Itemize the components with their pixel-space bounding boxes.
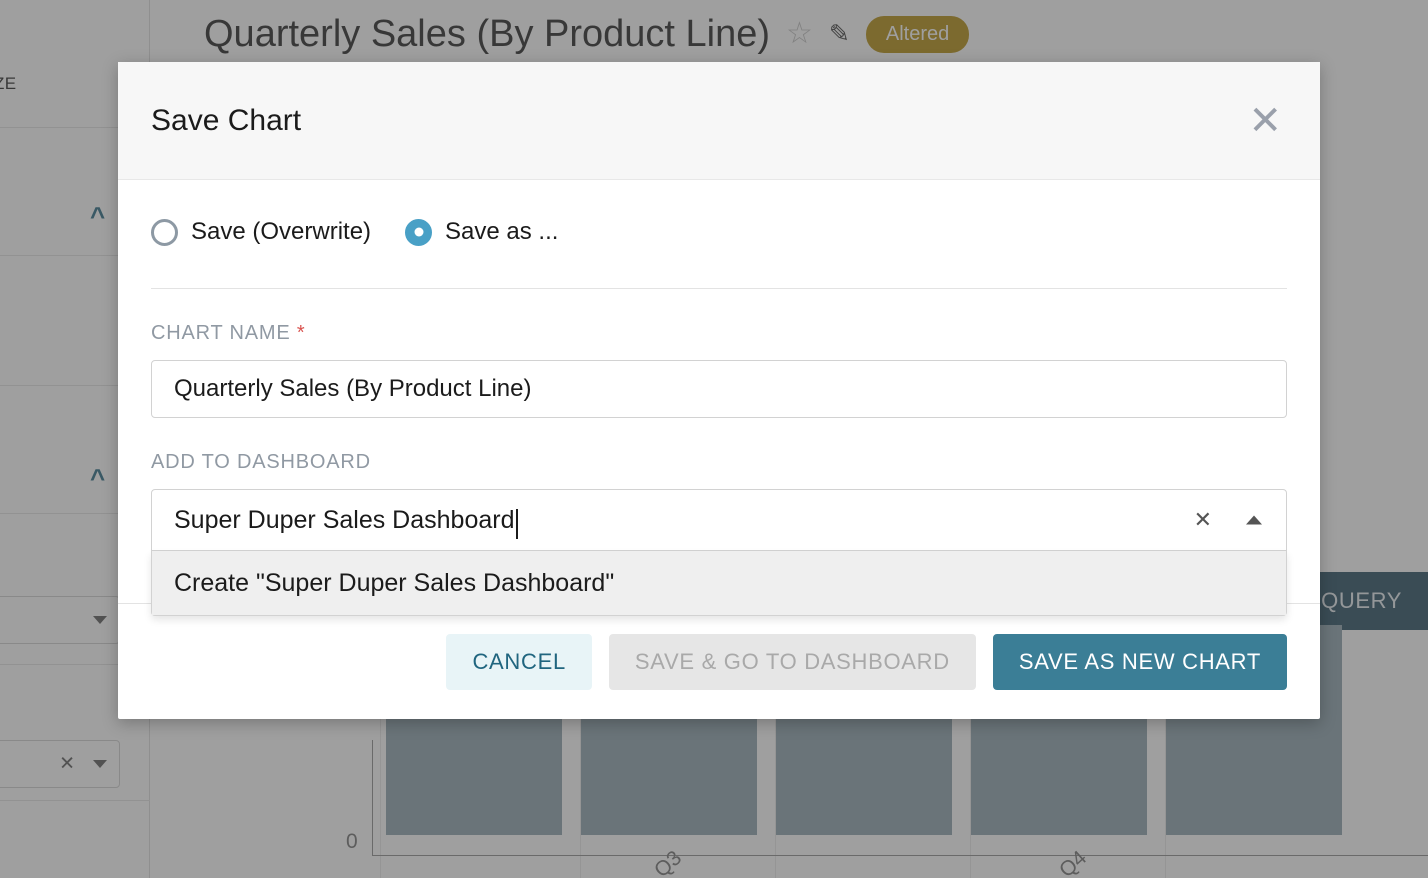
modal-footer: CANCEL SAVE & GO TO DASHBOARD SAVE AS NE… bbox=[118, 603, 1320, 719]
close-icon[interactable]: ✕ bbox=[1244, 101, 1286, 141]
radio-icon-selected bbox=[405, 219, 432, 246]
modal-title: Save Chart bbox=[151, 104, 301, 138]
radio-option-save-overwrite[interactable]: Save (Overwrite) bbox=[151, 218, 371, 246]
dashboard-combobox: Super Duper Sales Dashboard ✕ Create "Su… bbox=[151, 489, 1287, 551]
required-asterisk: * bbox=[297, 322, 306, 344]
chart-name-input[interactable] bbox=[151, 360, 1287, 418]
chart-name-field-group: CHART NAME * bbox=[151, 289, 1287, 418]
modal-body: Save (Overwrite) Save as ... CHART NAME … bbox=[118, 180, 1320, 551]
save-mode-radio-group: Save (Overwrite) Save as ... bbox=[151, 218, 1287, 289]
save-and-go-to-dashboard-button: SAVE & GO TO DASHBOARD bbox=[609, 634, 976, 690]
chart-name-label: CHART NAME * bbox=[151, 322, 1287, 345]
radio-option-save-as[interactable]: Save as ... bbox=[405, 218, 558, 246]
dashboard-option-create[interactable]: Create "Super Duper Sales Dashboard" bbox=[152, 551, 1286, 615]
cancel-button[interactable]: CANCEL bbox=[446, 634, 591, 690]
dashboard-field-group: ADD TO DASHBOARD Super Duper Sales Dashb… bbox=[151, 418, 1287, 551]
radio-label: Save as ... bbox=[445, 218, 558, 246]
radio-label: Save (Overwrite) bbox=[191, 218, 371, 246]
dashboard-combobox-control[interactable]: Super Duper Sales Dashboard ✕ bbox=[151, 489, 1287, 551]
radio-icon bbox=[151, 219, 178, 246]
save-as-new-chart-button[interactable]: SAVE AS NEW CHART bbox=[993, 634, 1287, 690]
text-cursor bbox=[516, 509, 518, 539]
chevron-up-icon[interactable] bbox=[1246, 516, 1262, 525]
dashboard-label: ADD TO DASHBOARD bbox=[151, 451, 1287, 474]
modal-header: Save Chart ✕ bbox=[118, 62, 1320, 180]
dashboard-combobox-menu: Create "Super Duper Sales Dashboard" bbox=[151, 551, 1287, 616]
clear-icon[interactable]: ✕ bbox=[1194, 509, 1212, 531]
dashboard-combobox-value: Super Duper Sales Dashboard bbox=[174, 506, 514, 535]
save-chart-modal: Save Chart ✕ Save (Overwrite) Save as ..… bbox=[118, 62, 1320, 719]
chart-name-label-text: CHART NAME bbox=[151, 322, 291, 344]
